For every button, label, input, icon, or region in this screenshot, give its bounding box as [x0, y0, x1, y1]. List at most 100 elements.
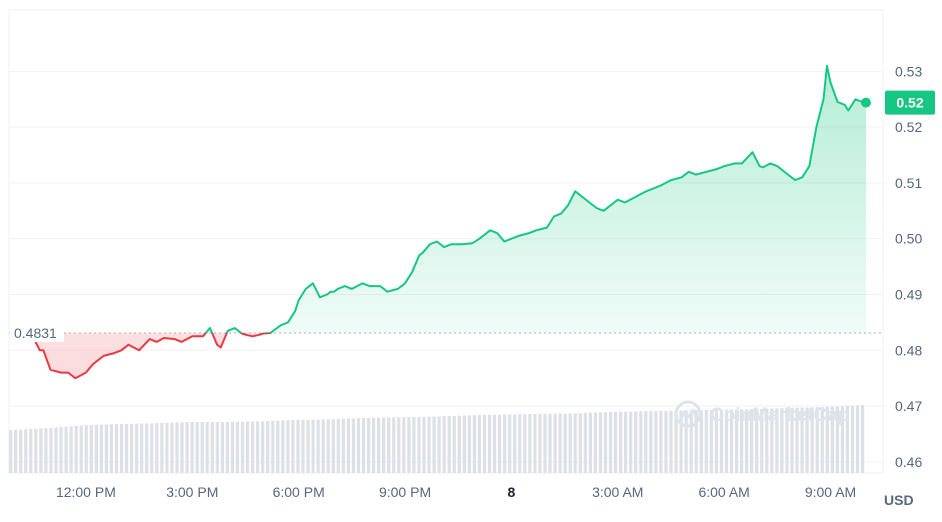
- volume-bar: [644, 411, 648, 473]
- volume-bar: [805, 407, 809, 473]
- price-line-down: [14, 332, 273, 380]
- volume-bar: [734, 409, 739, 473]
- volume-bar: [417, 416, 421, 473]
- volume-bar: [150, 423, 154, 473]
- volume-bar: [402, 417, 406, 473]
- baseline-label: 0.4831: [10, 323, 64, 342]
- volume-bar: [442, 416, 446, 473]
- x-tick-label: 8: [508, 484, 516, 500]
- volume-bar: [724, 409, 729, 473]
- volume-bar: [306, 419, 310, 473]
- volume-bar: [689, 410, 693, 473]
- volume-bar: [654, 410, 658, 473]
- volume-bar: [99, 424, 103, 473]
- volume-bar: [140, 423, 144, 473]
- volume-bar: [618, 411, 623, 473]
- volume-bar: [412, 416, 416, 473]
- volume-bar: [341, 418, 345, 473]
- price-area: [15, 65, 866, 379]
- volume-bar: [44, 428, 48, 473]
- volume-bar: [492, 414, 497, 473]
- volume-bar: [54, 427, 58, 473]
- x-axis: 12:00 PM 3:00 PM 6:00 PM 9:00 PM 8 3:00 AM 6:0…: [56, 484, 856, 500]
- volume-bar: [311, 419, 315, 473]
- volume-bar: [467, 415, 471, 473]
- volume-bar: [422, 416, 426, 473]
- volume-bar: [296, 419, 300, 473]
- volume-bar: [447, 416, 451, 473]
- volume-bar: [477, 415, 482, 473]
- volume-bar: [119, 423, 124, 473]
- volume-bar: [482, 414, 487, 473]
- volume-bar: [104, 424, 109, 473]
- volume-bar: [94, 424, 98, 473]
- volume-bar: [815, 407, 819, 473]
- y-tick-label: 0.51: [895, 175, 922, 191]
- volume-bar: [452, 415, 456, 473]
- x-tick-label: 3:00 PM: [166, 484, 218, 500]
- volume-bar: [336, 418, 340, 473]
- currency-unit-label: USD: [884, 492, 914, 508]
- x-tick-label: 6:00 PM: [273, 484, 325, 500]
- volume-bar: [346, 418, 350, 473]
- volume-bar: [397, 417, 401, 473]
- volume-bar: [39, 428, 43, 473]
- price-line: [14, 64, 867, 380]
- volume-bar: [114, 424, 119, 473]
- volume-bar: [528, 414, 532, 473]
- y-tick-label: 0.48: [895, 342, 922, 358]
- volume-bar: [210, 422, 214, 473]
- volume-bar: [129, 423, 134, 473]
- volume-bar: [276, 420, 280, 473]
- volume-bar: [190, 422, 194, 473]
- plot-frame: [8, 9, 884, 474]
- y-tick-label: 0.50: [895, 231, 922, 247]
- volume-bar: [356, 418, 361, 473]
- volume-bar: [135, 423, 139, 473]
- volume-bar: [538, 413, 542, 473]
- volume-bar: [669, 410, 673, 473]
- volume-bar: [160, 423, 164, 473]
- volume-bar: [634, 411, 638, 473]
- volume-bar: [533, 413, 537, 473]
- price-area-up: [205, 65, 866, 333]
- volume-bar: [613, 411, 618, 473]
- volume-bar: [155, 423, 159, 473]
- volume-bar: [250, 421, 255, 473]
- volume-bar: [281, 420, 285, 473]
- volume-bar: [664, 410, 668, 473]
- volume-bar: [407, 417, 411, 473]
- volume-bar: [205, 422, 209, 473]
- volume-bar: [371, 417, 376, 473]
- volume-bar: [366, 417, 371, 473]
- volume-bar: [860, 405, 865, 473]
- volume-bar: [462, 415, 466, 473]
- volume-bar: [578, 413, 582, 473]
- current-price-dot[interactable]: [861, 97, 871, 108]
- volume-bar: [835, 406, 839, 473]
- volume-bar: [316, 419, 320, 473]
- y-tick-label: 0.47: [895, 398, 922, 414]
- volume-bar: [185, 422, 189, 473]
- volume-bar: [704, 410, 708, 473]
- volume-bar: [800, 407, 804, 473]
- volume-bar: [729, 409, 734, 473]
- volume-bar: [523, 414, 527, 473]
- volume-bar: [240, 421, 245, 473]
- volume-bar: [790, 407, 794, 473]
- volume-bar: [714, 409, 719, 473]
- volume-bar: [432, 416, 436, 473]
- volume-bar: [230, 421, 235, 473]
- volume-bar: [608, 411, 613, 473]
- volume-bar: [558, 413, 562, 473]
- volume-bar: [29, 429, 33, 473]
- volume-bar: [709, 409, 713, 473]
- volume-bar: [109, 424, 114, 473]
- x-tick-label: 6:00 AM: [698, 484, 749, 500]
- volume-bar: [699, 410, 703, 473]
- volume-bar: [64, 426, 68, 473]
- volume-bar: [548, 413, 552, 473]
- volume-bar: [639, 411, 643, 473]
- volume-bar: [9, 430, 13, 473]
